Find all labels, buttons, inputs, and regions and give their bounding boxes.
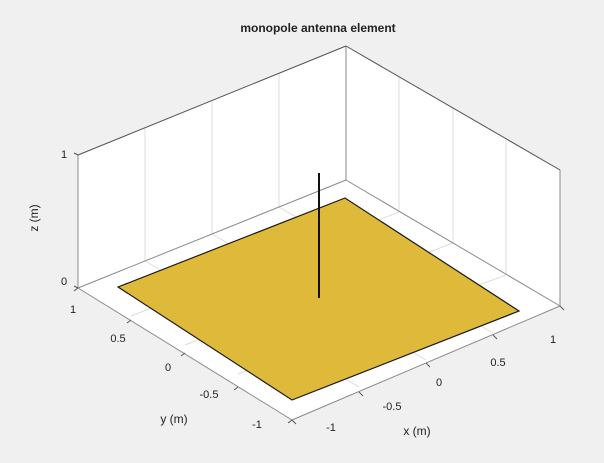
ground-plane [116,197,521,401]
x-tick-label: 1 [550,334,556,346]
y-tick-label: 0 [165,362,171,374]
x-ticks [291,305,565,425]
x-tick-label: 0.5 [490,357,505,369]
y-axis-label: y (m) [160,412,187,426]
y-ticks [73,287,293,424]
x-axis-label: x (m) [403,424,430,438]
x-tick-label: -0.5 [383,401,402,413]
y-tick-label: 0.5 [110,333,125,345]
x-tick-label: -1 [326,422,336,434]
z-axis-label: z (m) [27,204,41,231]
z-tick-label: 1 [61,149,67,161]
x-tick-label: 0 [436,377,442,389]
y-tick-label: 1 [70,304,76,316]
y-tick-label: -1 [252,419,262,431]
z-ticks [73,152,79,289]
figure-title: monopole antenna element [240,21,395,35]
z-tick-label: 0 [61,276,67,288]
y-tick-label: -0.5 [200,389,219,401]
